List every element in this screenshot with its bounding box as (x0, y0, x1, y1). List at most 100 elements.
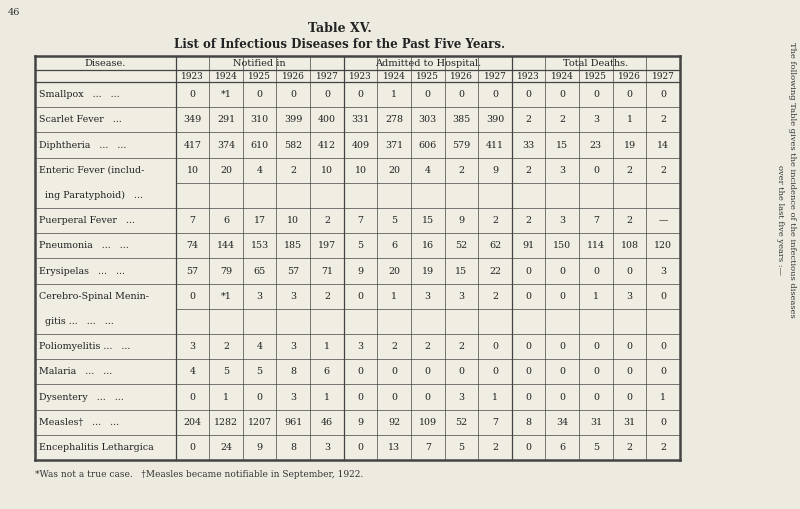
Text: 46: 46 (321, 418, 333, 427)
Text: 400: 400 (318, 116, 336, 124)
Text: 52: 52 (455, 418, 467, 427)
Text: 412: 412 (318, 140, 336, 150)
Text: 1: 1 (626, 116, 633, 124)
Text: 1: 1 (391, 90, 397, 99)
Text: 8: 8 (290, 443, 296, 452)
Text: 1207: 1207 (248, 418, 272, 427)
Text: 2: 2 (626, 166, 633, 175)
Text: 5: 5 (358, 241, 364, 250)
Text: 0: 0 (492, 367, 498, 376)
Text: 65: 65 (254, 267, 266, 275)
Text: 0: 0 (526, 292, 532, 301)
Text: 2: 2 (223, 342, 229, 351)
Text: 9: 9 (358, 267, 364, 275)
Text: 1924: 1924 (382, 71, 406, 80)
Text: 0: 0 (190, 90, 195, 99)
Text: 3: 3 (324, 443, 330, 452)
Text: 0: 0 (526, 342, 532, 351)
Text: 0: 0 (425, 392, 431, 402)
Text: 8: 8 (526, 418, 532, 427)
Text: 9: 9 (257, 443, 262, 452)
Text: 153: 153 (250, 241, 269, 250)
Text: 0: 0 (626, 90, 633, 99)
Text: 1927: 1927 (652, 71, 674, 80)
Text: 310: 310 (250, 116, 269, 124)
Text: 1: 1 (593, 292, 599, 301)
Text: 291: 291 (217, 116, 235, 124)
Text: 19: 19 (422, 267, 434, 275)
Text: 0: 0 (190, 443, 195, 452)
Text: 4: 4 (257, 166, 262, 175)
Text: 0: 0 (593, 166, 599, 175)
Text: Enteric Fever (includ-: Enteric Fever (includ- (39, 166, 144, 175)
Text: 610: 610 (250, 140, 269, 150)
Text: 1926: 1926 (450, 71, 473, 80)
Text: 0: 0 (559, 292, 566, 301)
Text: 204: 204 (183, 418, 202, 427)
Text: 0: 0 (526, 443, 532, 452)
Text: 1: 1 (324, 392, 330, 402)
Text: 3: 3 (290, 342, 296, 351)
Bar (35, 56, 680, 460)
Text: 2: 2 (526, 166, 532, 175)
Text: 0: 0 (593, 267, 599, 275)
Text: Cerebro-Spinal Menin-: Cerebro-Spinal Menin- (39, 292, 149, 301)
Text: 2: 2 (660, 166, 666, 175)
Text: Admitted to Hospital.: Admitted to Hospital. (374, 59, 481, 68)
Text: 2: 2 (626, 216, 633, 225)
Text: 5: 5 (223, 367, 229, 376)
Text: 2: 2 (324, 292, 330, 301)
Text: 6: 6 (324, 367, 330, 376)
Text: Encephalitis Lethargica: Encephalitis Lethargica (39, 443, 154, 452)
Text: 0: 0 (660, 342, 666, 351)
Text: 1: 1 (391, 292, 397, 301)
Text: 1: 1 (324, 342, 330, 351)
Text: 6: 6 (559, 443, 566, 452)
Text: 20: 20 (388, 166, 400, 175)
Text: 5: 5 (257, 367, 262, 376)
Text: Dysentery   ...   ...: Dysentery ... ... (39, 392, 124, 402)
Text: Table XV.: Table XV. (308, 21, 372, 35)
Text: 24: 24 (220, 443, 232, 452)
Text: 109: 109 (418, 418, 437, 427)
Text: 10: 10 (321, 166, 333, 175)
Text: 10: 10 (186, 166, 198, 175)
Text: 0: 0 (492, 342, 498, 351)
Text: 91: 91 (522, 241, 534, 250)
Text: 0: 0 (257, 392, 262, 402)
Text: 3: 3 (660, 267, 666, 275)
Text: 3: 3 (290, 292, 296, 301)
Text: 1925: 1925 (585, 71, 607, 80)
Text: gitis ...   ...   ...: gitis ... ... ... (39, 317, 114, 326)
Text: 1925: 1925 (416, 71, 439, 80)
Text: List of Infectious Diseases for the Past Five Years.: List of Infectious Diseases for the Past… (174, 38, 506, 50)
Text: 2: 2 (660, 443, 666, 452)
Text: 0: 0 (391, 392, 397, 402)
Text: 0: 0 (324, 90, 330, 99)
Text: 411: 411 (486, 140, 504, 150)
Text: 331: 331 (351, 116, 370, 124)
Text: 1924: 1924 (551, 71, 574, 80)
Text: 6: 6 (391, 241, 398, 250)
Text: ing Paratyphoid)   ...: ing Paratyphoid) ... (39, 191, 143, 200)
Text: 14: 14 (657, 140, 669, 150)
Text: 1: 1 (660, 392, 666, 402)
Text: 1926: 1926 (618, 71, 641, 80)
Text: 1: 1 (492, 392, 498, 402)
Text: 1: 1 (223, 392, 229, 402)
Text: Pneumonia   ...   ...: Pneumonia ... ... (39, 241, 129, 250)
Text: 2: 2 (492, 443, 498, 452)
Text: 0: 0 (559, 367, 566, 376)
Text: 5: 5 (391, 216, 398, 225)
Text: 74: 74 (186, 241, 198, 250)
Text: 1925: 1925 (248, 71, 271, 80)
Text: 3: 3 (425, 292, 431, 301)
Text: 20: 20 (220, 166, 232, 175)
Text: 2: 2 (526, 116, 532, 124)
Text: 0: 0 (526, 392, 532, 402)
Text: 0: 0 (626, 267, 633, 275)
Text: 3: 3 (593, 116, 599, 124)
Text: over the last five years :—: over the last five years :— (776, 165, 784, 275)
Text: 0: 0 (358, 90, 363, 99)
Text: 0: 0 (190, 292, 195, 301)
